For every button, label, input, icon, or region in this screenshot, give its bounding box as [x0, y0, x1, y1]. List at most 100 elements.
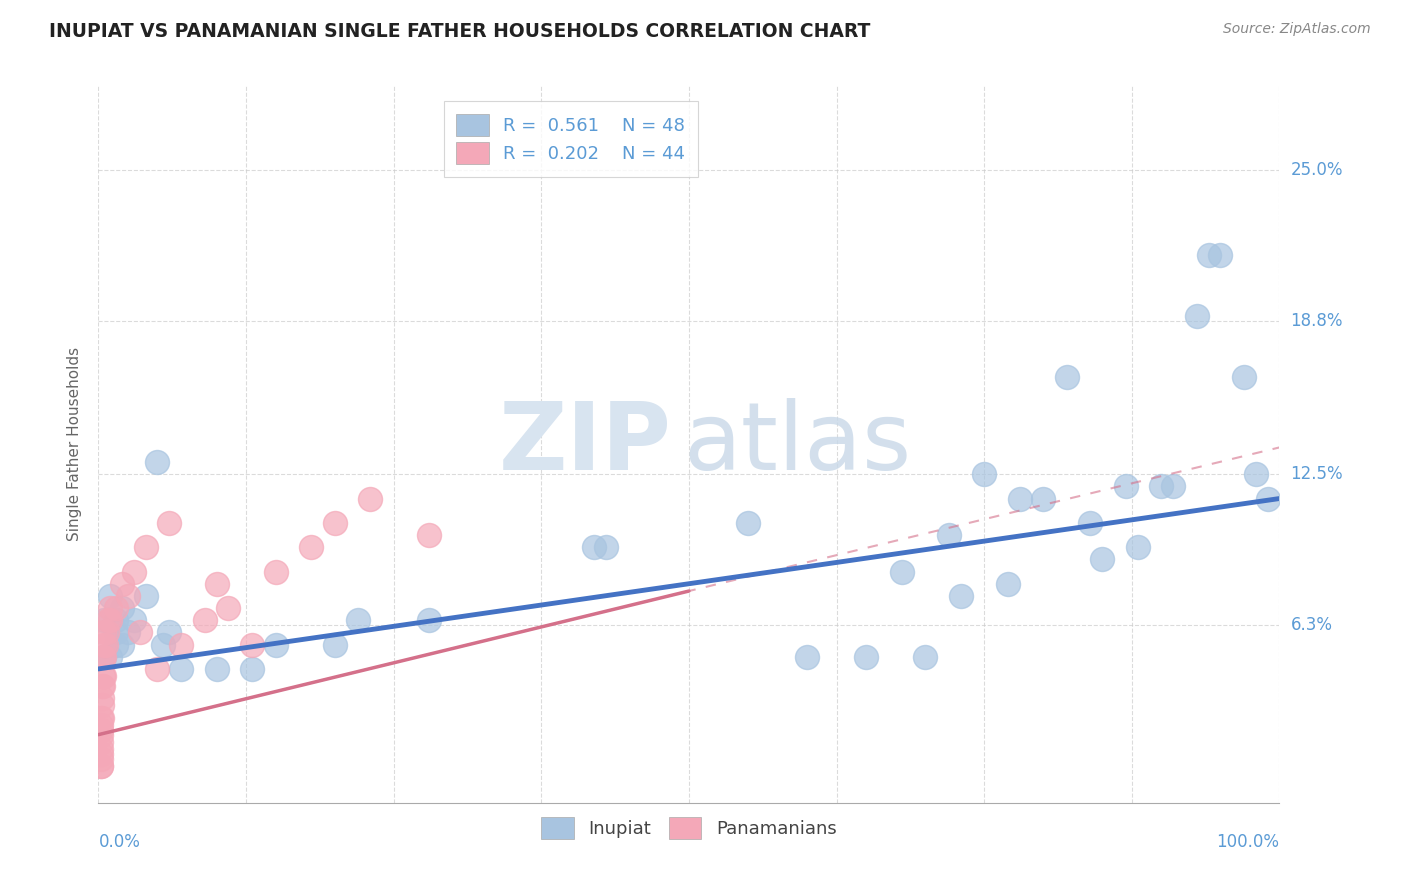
Point [1150, 479, 1173, 493]
Point [90, 759, 112, 773]
Point [91, 691, 114, 706]
Point [93, 649, 115, 664]
Point [135, 589, 157, 603]
Point [323, 516, 346, 530]
Point [737, 516, 759, 530]
Point [170, 638, 193, 652]
Point [347, 613, 370, 627]
Point [796, 649, 818, 664]
Point [91, 710, 114, 724]
Point [973, 467, 995, 482]
Point [157, 625, 180, 640]
Point [914, 649, 936, 664]
Point [122, 565, 145, 579]
Point [890, 565, 912, 579]
Point [1091, 552, 1114, 566]
Point [105, 625, 128, 640]
Text: 0.0%: 0.0% [98, 833, 141, 851]
Point [1056, 369, 1078, 384]
Point [1257, 491, 1279, 506]
Point [93, 625, 115, 640]
Point [97, 613, 120, 627]
Point [1080, 516, 1102, 530]
Point [205, 576, 228, 591]
Point [98, 589, 121, 603]
Point [205, 662, 228, 676]
Point [94, 638, 117, 652]
Legend: Inupiat, Panamanians: Inupiat, Panamanians [533, 807, 845, 847]
Point [299, 540, 322, 554]
Point [583, 540, 606, 554]
Point [90, 728, 112, 742]
Text: atlas: atlas [683, 398, 911, 490]
Point [93, 669, 115, 683]
Point [91, 669, 114, 683]
Y-axis label: Single Father Households: Single Father Households [67, 347, 83, 541]
Point [98, 613, 121, 627]
Point [111, 638, 134, 652]
Point [135, 540, 157, 554]
Point [91, 649, 114, 664]
Point [105, 613, 128, 627]
Point [194, 613, 217, 627]
Point [111, 576, 134, 591]
Point [91, 679, 114, 693]
Point [93, 638, 115, 652]
Point [96, 625, 118, 640]
Point [1032, 491, 1054, 506]
Point [264, 565, 287, 579]
Point [90, 710, 112, 724]
Text: 6.3%: 6.3% [1291, 616, 1333, 634]
Text: ZIP: ZIP [498, 398, 671, 490]
Point [323, 638, 346, 652]
Point [90, 752, 112, 766]
Point [146, 662, 169, 676]
Point [240, 662, 263, 676]
Point [93, 613, 115, 627]
Point [98, 649, 121, 664]
Point [240, 638, 263, 652]
Point [90, 718, 112, 732]
Point [359, 491, 381, 506]
Text: Source: ZipAtlas.com: Source: ZipAtlas.com [1223, 22, 1371, 37]
Point [1209, 248, 1232, 262]
Point [91, 679, 114, 693]
Point [595, 540, 617, 554]
Point [105, 638, 128, 652]
Point [1244, 467, 1267, 482]
Point [170, 662, 193, 676]
Text: 18.8%: 18.8% [1291, 312, 1343, 330]
Text: INUPIAT VS PANAMANIAN SINGLE FATHER HOUSEHOLDS CORRELATION CHART: INUPIAT VS PANAMANIAN SINGLE FATHER HOUS… [49, 22, 870, 41]
Point [855, 649, 877, 664]
Text: 25.0%: 25.0% [1291, 161, 1343, 179]
Point [90, 723, 112, 737]
Point [1008, 491, 1031, 506]
Point [93, 649, 115, 664]
Point [152, 638, 174, 652]
Point [90, 735, 112, 749]
Point [98, 601, 121, 615]
Point [938, 528, 960, 542]
Point [146, 455, 169, 469]
Point [949, 589, 972, 603]
Point [264, 638, 287, 652]
Point [1115, 479, 1137, 493]
Point [105, 601, 128, 615]
Text: 100.0%: 100.0% [1216, 833, 1279, 851]
Point [117, 625, 139, 640]
Point [90, 747, 112, 761]
Point [418, 613, 440, 627]
Text: 12.5%: 12.5% [1291, 466, 1343, 483]
Point [157, 516, 180, 530]
Point [1198, 248, 1220, 262]
Point [997, 576, 1019, 591]
Point [90, 742, 112, 756]
Point [90, 759, 112, 773]
Point [1185, 309, 1208, 323]
Point [117, 589, 139, 603]
Point [1233, 369, 1256, 384]
Point [217, 601, 239, 615]
Point [418, 528, 440, 542]
Point [1126, 540, 1149, 554]
Point [122, 613, 145, 627]
